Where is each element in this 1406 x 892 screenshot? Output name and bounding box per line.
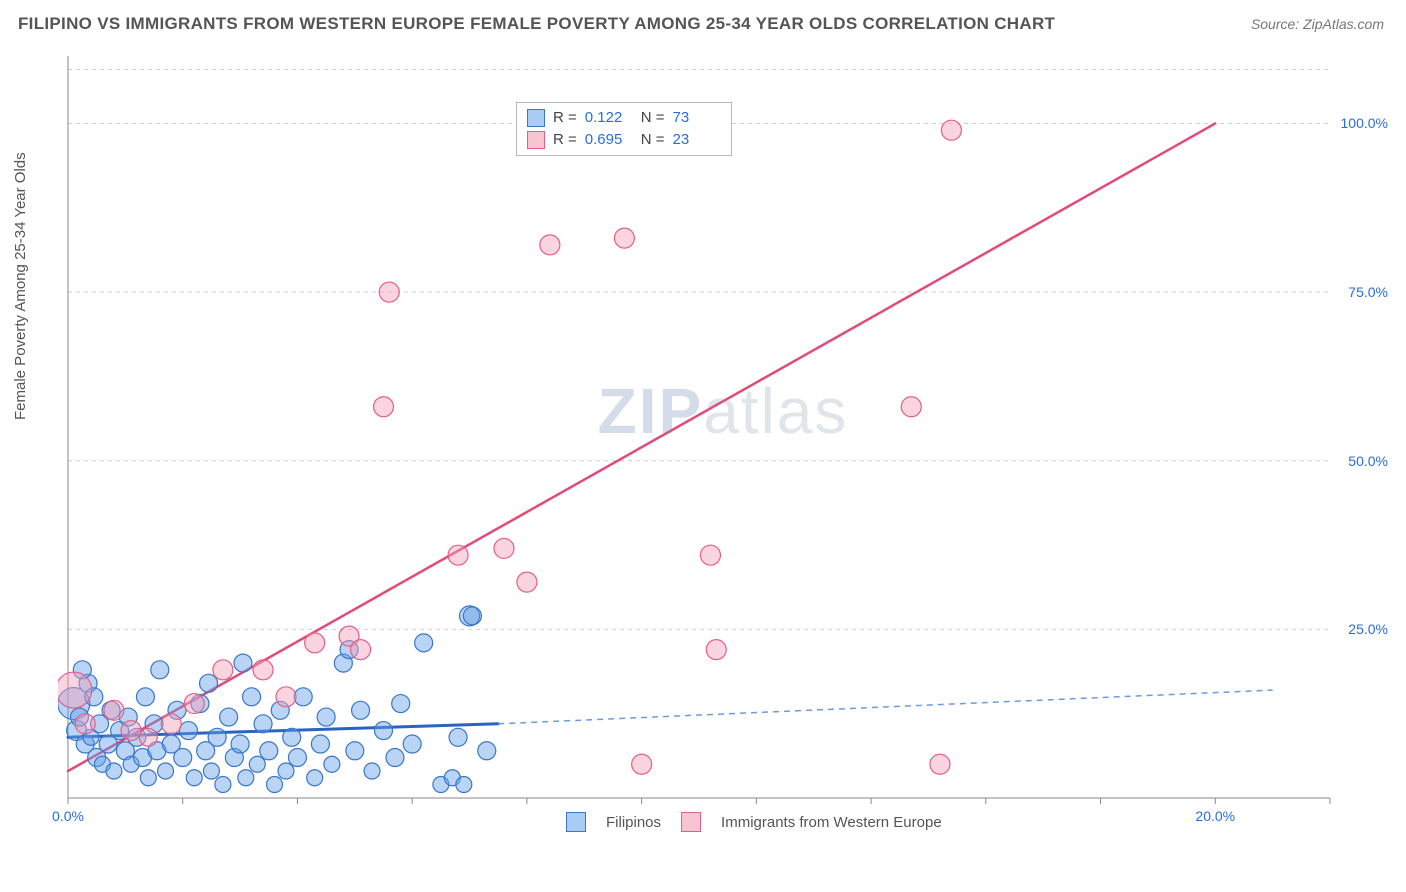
x-tick-label: 0.0%: [52, 808, 84, 824]
swatch-icon: [527, 109, 545, 127]
legend-label-western-europe: Immigrants from Western Europe: [721, 814, 942, 831]
swatch-icon: [527, 131, 545, 149]
scatter-plot: [58, 48, 1388, 838]
x-tick-label: 20.0%: [1195, 808, 1235, 824]
y-axis-label: Female Poverty Among 25-34 Year Olds: [12, 152, 29, 420]
y-tick-label: 25.0%: [1346, 621, 1390, 637]
series-legend: Filipinos Immigrants from Western Europe: [566, 812, 942, 832]
stat-row-western-europe: R = 0.695 N = 23: [527, 129, 721, 151]
y-tick-label: 100.0%: [1339, 115, 1390, 131]
chart-title: FILIPINO VS IMMIGRANTS FROM WESTERN EURO…: [18, 14, 1055, 34]
stat-legend: R = 0.122 N = 73 R = 0.695 N = 23: [516, 102, 732, 156]
y-tick-label: 75.0%: [1346, 284, 1390, 300]
swatch-icon: [566, 812, 586, 832]
stat-row-filipinos: R = 0.122 N = 73: [527, 107, 721, 129]
legend-label-filipinos: Filipinos: [606, 814, 661, 831]
y-tick-label: 50.0%: [1346, 453, 1390, 469]
swatch-icon: [681, 812, 701, 832]
chart-area: ZIPatlas R = 0.122 N = 73 R = 0.695 N = …: [58, 48, 1388, 838]
source-label: Source: ZipAtlas.com: [1251, 16, 1384, 32]
